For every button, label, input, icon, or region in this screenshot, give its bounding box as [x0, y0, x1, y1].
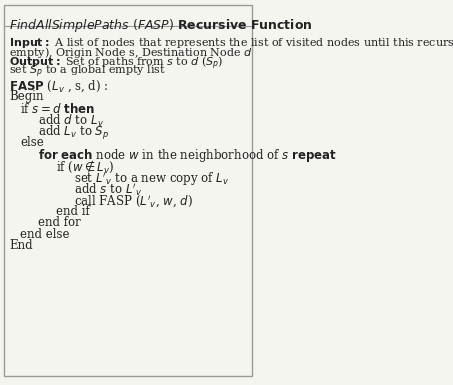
- Text: end if: end if: [56, 205, 90, 218]
- Text: $\mathbf{for\ each}$ node $w$ in the neighborhood of $s$ $\mathbf{repeat}$: $\mathbf{for\ each}$ node $w$ in the nei…: [38, 147, 337, 164]
- Text: End: End: [9, 239, 33, 252]
- Text: $\mathbf{Input:}$ A list of nodes that represents the list of visited nodes unti: $\mathbf{Input:}$ A list of nodes that r…: [9, 35, 453, 50]
- Text: end for: end for: [38, 216, 81, 229]
- Text: end else: end else: [20, 228, 70, 241]
- Text: add $d$ to $L_v$: add $d$ to $L_v$: [38, 113, 104, 129]
- Text: add $s$ to $L'_v$: add $s$ to $L'_v$: [74, 182, 142, 198]
- Text: $\mathbf{Output:}$ Set of paths from $s$ to $d$ ($S_p$): $\mathbf{Output:}$ Set of paths from $s$…: [9, 54, 223, 72]
- Text: add $L_v$ to $S_p$: add $L_v$ to $S_p$: [38, 124, 109, 142]
- Text: set $L'_v$ to a new copy of $L_v$: set $L'_v$ to a new copy of $L_v$: [74, 170, 229, 188]
- Text: $\mathbf{FASP}$ ($L_v$ , s, d) :: $\mathbf{FASP}$ ($L_v$ , s, d) :: [9, 79, 109, 94]
- Text: else: else: [20, 136, 44, 149]
- Text: Begin: Begin: [9, 90, 43, 103]
- Text: empty), Origin Node s, Destination Node $d$: empty), Origin Node s, Destination Node …: [9, 45, 252, 60]
- FancyBboxPatch shape: [4, 5, 252, 376]
- Text: $\mathit{FindAllSimplePaths\ (FASP)}$ $\mathbf{Recursive\ Function}$: $\mathit{FindAllSimplePaths\ (FASP)}$ $\…: [9, 17, 313, 33]
- Text: if $s = d$ $\mathbf{then}$: if $s = d$ $\mathbf{then}$: [20, 102, 96, 115]
- Text: set $S_p$ to a global empty list: set $S_p$ to a global empty list: [9, 64, 166, 80]
- Text: call FASP ($L'_v$, $w$, $d$): call FASP ($L'_v$, $w$, $d$): [74, 193, 193, 209]
- Text: if ($w \notin L_v$): if ($w \notin L_v$): [56, 159, 114, 175]
